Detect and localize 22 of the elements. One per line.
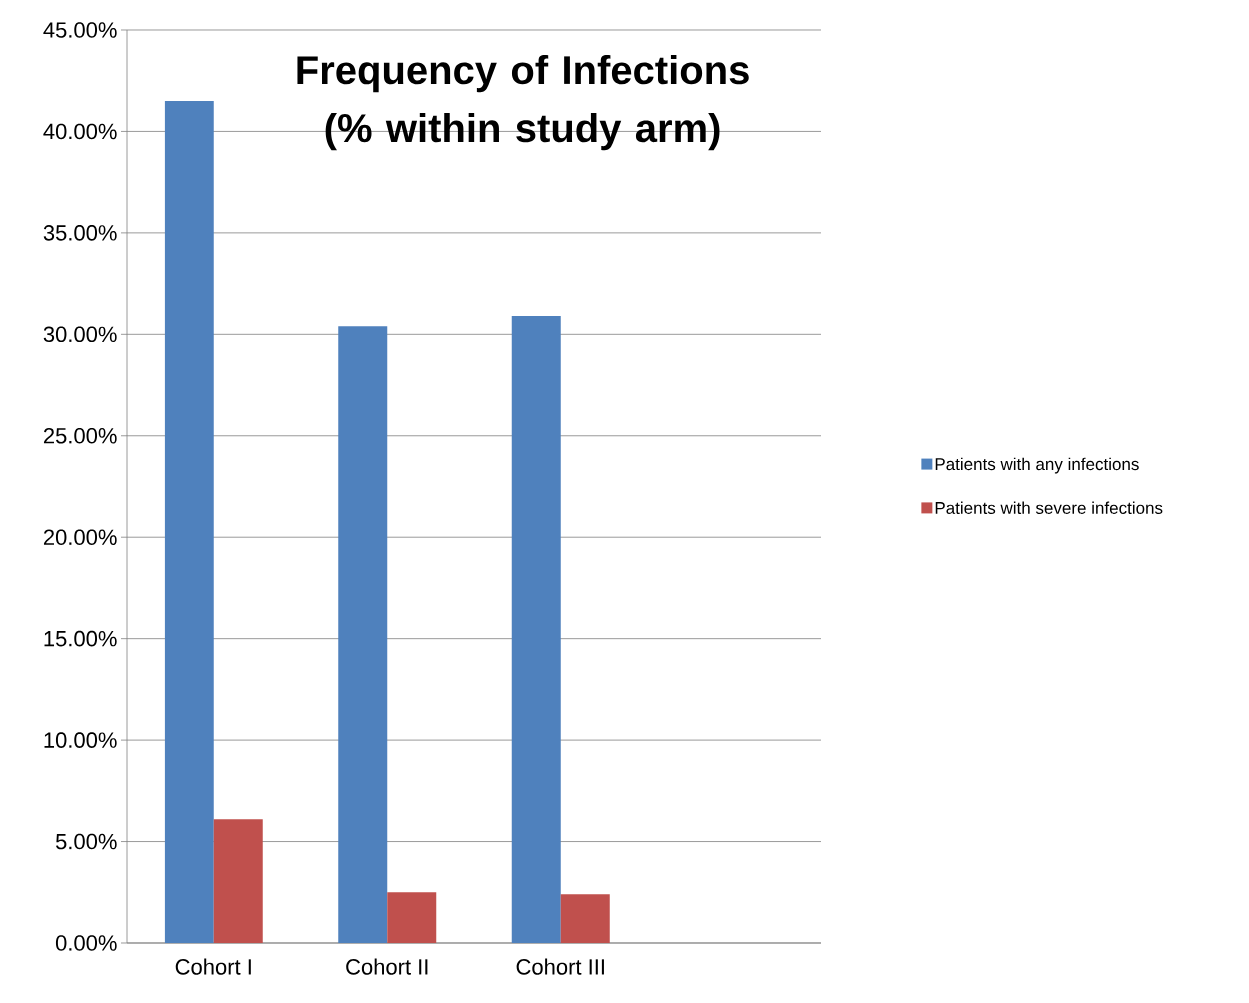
y-tick-label: 15.00%: [44, 630, 117, 647]
x-tick-label: Cohort I: [175, 958, 251, 975]
text: Frequency of Infections (% within study arm): [297, 54, 749, 151]
bar: [213, 819, 263, 943]
bar: [387, 892, 437, 943]
bar: [511, 316, 561, 943]
y-tick-label: 35.00%: [43, 225, 117, 241]
y-tick-label: 10.00%: [44, 732, 117, 748]
y-tick-label: 20.00%: [43, 529, 117, 546]
y-tick-label: 45.00%: [43, 22, 117, 38]
legend-label: Patients with any infections: [935, 457, 1139, 474]
y-tick-label: 40.00%: [43, 123, 117, 140]
x-tick-label: Cohort II: [346, 958, 428, 975]
x-tick-label: Cohort III: [516, 958, 604, 975]
bar: [164, 101, 214, 943]
legend-label: Patients with severe infections: [935, 501, 1163, 514]
y-tick-label: 0.00%: [55, 935, 117, 951]
y-tick-label: 5.00%: [55, 833, 117, 850]
y-tick-label: 30.00%: [43, 326, 117, 343]
bar: [338, 326, 388, 943]
bar: [560, 894, 610, 943]
y-tick-label: 25.00%: [43, 427, 117, 444]
